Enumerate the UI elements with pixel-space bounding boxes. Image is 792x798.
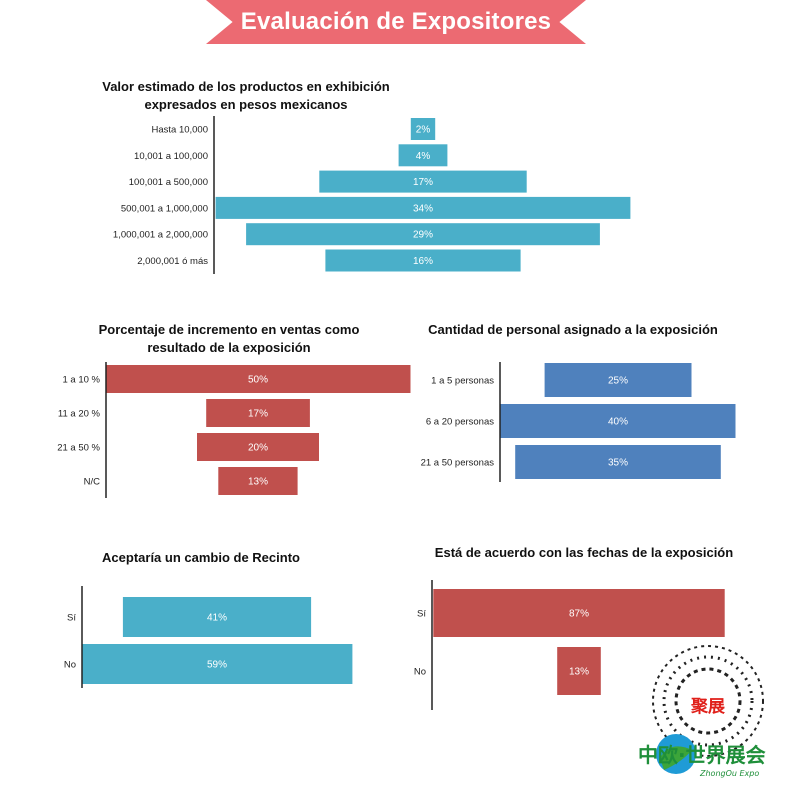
data-label-valor-1: 4%: [416, 151, 431, 162]
category-label-valor-1: 10,001 a 100,000: [134, 151, 208, 162]
data-label-incremento-3: 13%: [248, 477, 268, 488]
category-label-incremento-2: 21 a 50 %: [57, 443, 100, 454]
category-label-personal-0: 1 a 5 personas: [431, 376, 494, 387]
bar-valor-2: [319, 170, 527, 193]
data-label-personal-2: 35%: [608, 458, 628, 469]
chart-title-valor-line-1: Valor estimado de los productos en exhib…: [102, 79, 390, 94]
chart-title-incremento-line-1: Porcentaje de incremento en ventas como: [98, 322, 360, 337]
logo-text: 中欧·世界展会: [638, 743, 766, 767]
category-label-recinto-0: Sí: [67, 613, 76, 624]
bar-personal-2: [515, 445, 721, 479]
chart-title-recinto-line-1: Aceptaría un cambio de Recinto: [102, 550, 300, 565]
category-label-personal-1: 6 a 20 personas: [426, 417, 494, 428]
bar-incremento-3: [218, 467, 298, 495]
category-label-fechas-0: Sí: [417, 609, 426, 620]
bar-incremento-1: [206, 399, 310, 427]
chart-fechas: 87% Sí 13% No: [414, 580, 725, 710]
chart-title-fechas-line-1: Está de acuerdo con las fechas de la exp…: [434, 545, 734, 560]
bar-personal-0: [544, 363, 692, 397]
chart-incremento: 50% 1 a 10 % 17% 11 a 20 % 20% 21 a 50 % 13% N/…: [57, 362, 411, 498]
category-label-incremento-1: 11 a 20 %: [58, 409, 101, 420]
chart-title-personal-line-1: Cantidad de personal asignado a la expos…: [428, 322, 718, 337]
data-label-valor-4: 29%: [413, 230, 433, 241]
bar-incremento-2: [197, 433, 319, 461]
data-label-fechas-1: 13%: [569, 667, 589, 678]
stamp-text: 聚展: [690, 697, 725, 717]
title-banner: [206, 0, 586, 44]
chart-personal: 25% 1 a 5 personas 40% 6 a 20 personas 35% 21…: [421, 362, 736, 482]
logo-subtext: ZhongOu Expo: [699, 769, 759, 778]
chart-title-valor: Valor estimado de los productos en exhib…: [96, 78, 396, 114]
data-label-valor-2: 17%: [413, 177, 433, 188]
data-label-incremento-2: 20%: [248, 443, 268, 454]
data-label-valor-3: 34%: [413, 203, 433, 214]
category-label-recinto-1: No: [64, 660, 76, 671]
bar-valor-1: [398, 144, 448, 167]
chart-title-valor-line-2: expresados en pesos mexicanos: [144, 97, 348, 112]
data-label-valor-5: 16%: [413, 256, 433, 267]
data-label-incremento-0: 50%: [248, 375, 268, 386]
bar-recinto-1: [81, 644, 353, 684]
category-label-personal-2: 21 a 50 personas: [421, 458, 495, 469]
chart-title-recinto: Aceptaría un cambio de Recinto: [86, 549, 316, 567]
category-label-valor-3: 500,001 a 1,000,000: [121, 203, 208, 214]
chart-title-incremento-line-2: resultado de la exposición: [147, 340, 311, 355]
chart-title-personal: Cantidad de personal asignado a la expos…: [420, 321, 726, 339]
bar-personal-1: [500, 404, 736, 438]
bar-valor-0: [410, 118, 436, 140]
category-label-incremento-0: 1 a 10 %: [63, 375, 101, 386]
category-label-valor-5: 2,000,001 ó más: [137, 256, 208, 267]
data-label-personal-0: 25%: [608, 376, 628, 387]
bar-valor-4: [246, 223, 600, 246]
category-label-valor-0: Hasta 10,000: [151, 125, 208, 136]
bar-fechas-0: [433, 589, 725, 637]
data-label-valor-0: 2%: [416, 125, 431, 136]
chart-title-fechas: Está de acuerdo con las fechas de la exp…: [424, 544, 744, 562]
category-label-valor-2: 100,001 a 500,000: [129, 177, 208, 188]
data-label-recinto-0: 41%: [207, 613, 227, 624]
bar-valor-3: [215, 196, 631, 219]
chart-valor: 2% Hasta 10,000 4% 10,001 a 100,000 17% 100,0…: [113, 116, 631, 274]
data-label-personal-1: 40%: [608, 417, 628, 428]
data-label-fechas-0: 87%: [569, 609, 589, 620]
data-label-recinto-1: 59%: [207, 660, 227, 671]
chart-title-incremento: Porcentaje de incremento en ventas como …: [84, 321, 374, 357]
chart-recinto: 41% Sí 59% No: [64, 586, 353, 688]
qr-code-icon: 聚展: [652, 645, 764, 757]
category-label-fechas-1: No: [414, 667, 426, 678]
category-label-incremento-3: N/C: [84, 477, 101, 488]
page-title: Evaluación de Expositores: [240, 8, 552, 35]
bar-recinto-0: [122, 597, 312, 637]
zhongou-logo: 中欧·世界展会 ZhongOu Expo: [638, 734, 766, 778]
category-label-valor-4: 1,000,001 a 2,000,000: [113, 230, 208, 241]
bar-incremento-0: [105, 365, 411, 393]
bar-fechas-1: [557, 647, 601, 695]
bar-valor-5: [325, 249, 521, 272]
data-label-incremento-1: 17%: [248, 409, 268, 420]
